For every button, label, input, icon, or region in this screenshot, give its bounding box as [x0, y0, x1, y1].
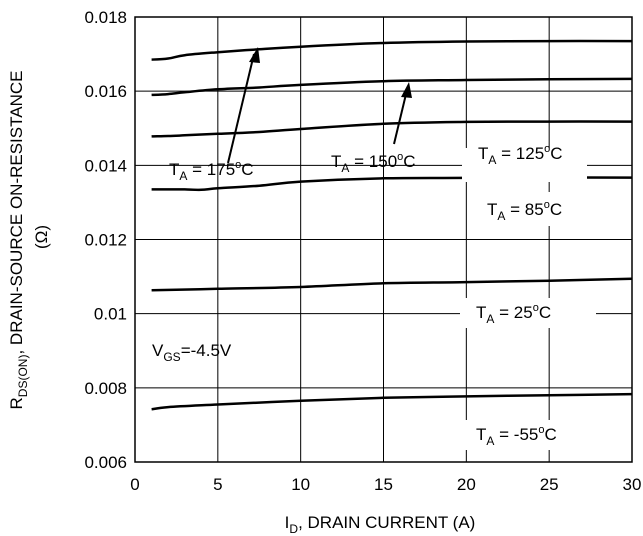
label-bg-85 [474, 192, 584, 226]
x-tick-label: 25 [540, 475, 559, 494]
label-ta-175: TA = 175oC [169, 159, 254, 183]
label-bg-125 [462, 148, 587, 182]
y-tick-label: 0.01 [94, 305, 127, 324]
y-tick-label: 0.014 [84, 156, 127, 175]
y-tick-label: 0.018 [84, 8, 127, 27]
plot-frame [134, 16, 633, 463]
x-tick-label: 15 [374, 475, 393, 494]
label-ta-150: TA = 150oC [331, 151, 416, 175]
y-axis-unit: (Ω) [32, 225, 51, 249]
arrow-150 [393, 82, 412, 145]
x-tick-label: 5 [213, 475, 222, 494]
label-bg-m55 [463, 420, 598, 450]
y-tick-labels: 0.006 0.008 0.01 0.012 0.014 0.016 0.018 [84, 8, 127, 472]
x-tick-label: 10 [291, 475, 310, 494]
y-tick-label: 0.006 [84, 453, 127, 472]
series-line-4 [151, 277, 633, 292]
y-tick-label: 0.012 [84, 231, 127, 250]
x-tick-label: 0 [130, 475, 139, 494]
label-vgs: VGS=-4.5V [152, 341, 232, 364]
label-ta-85: TA = 85oC [487, 199, 562, 223]
x-tick-labels: 0 5 10 15 20 25 30 [130, 475, 641, 494]
label-ta-125: TA = 125oC [478, 143, 563, 167]
x-tick-label: 30 [623, 475, 642, 494]
series-line-5 [151, 392, 633, 411]
arrow-175 [227, 47, 260, 164]
series-line-2 [151, 120, 633, 138]
series-line-0 [151, 39, 633, 61]
x-axis-title: ID, DRAIN CURRENT (A) [285, 513, 476, 536]
y-axis-title: RDS(ON), DRAIN-SOURCE ON-RESISTANCE [7, 71, 30, 410]
y-tick-label: 0.016 [84, 82, 127, 101]
grid [135, 17, 632, 462]
series-line-1 [151, 77, 633, 97]
x-tick-label: 20 [457, 475, 476, 494]
label-ta-25: TA = 25oC [476, 302, 551, 326]
label-ta-m55: TA = -55oC [476, 424, 557, 448]
label-bg-25 [460, 298, 596, 328]
y-tick-label: 0.008 [84, 379, 127, 398]
